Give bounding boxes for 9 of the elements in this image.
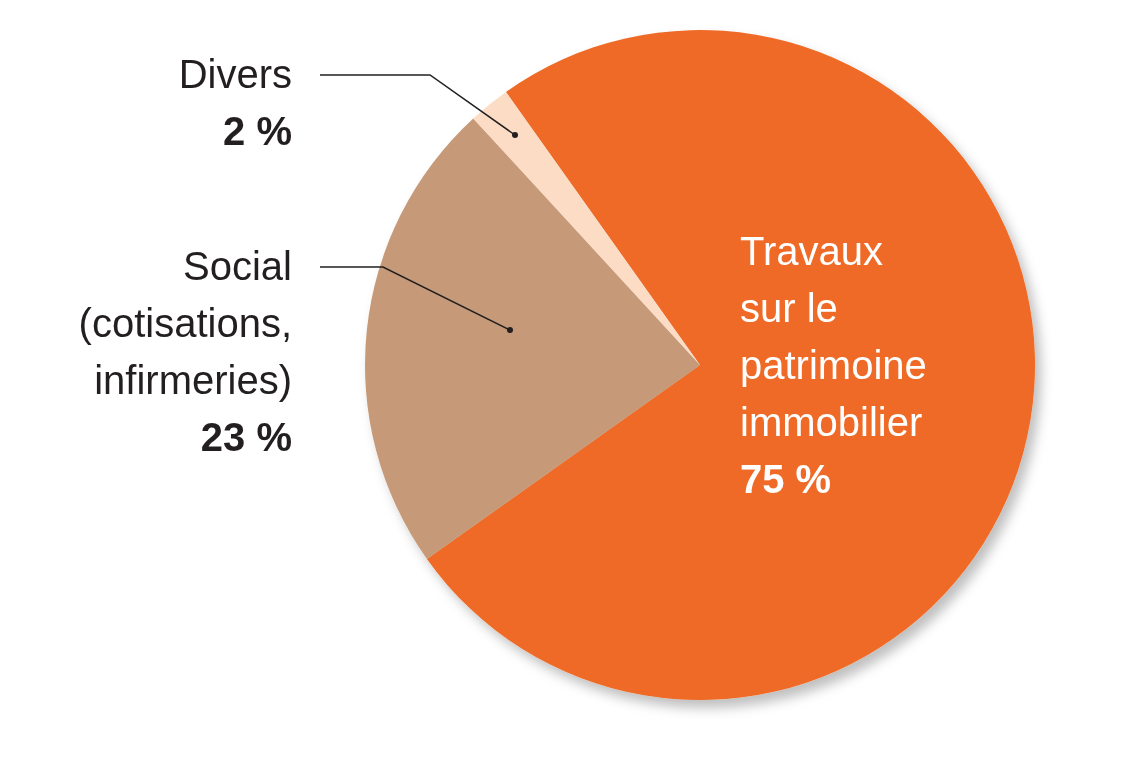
slice-label: Social (cotisations, infirmeries) [78, 244, 292, 402]
data-label: 23 % [200, 415, 292, 459]
data-label: 75 % [740, 457, 832, 501]
slice-label: Travaux sur le patrimoine immobilier [740, 229, 927, 444]
slice-label: Divers [178, 52, 292, 96]
pie-slice [365, 118, 700, 560]
pie-slice [473, 91, 700, 365]
pie-slice [426, 30, 1035, 700]
data-label: 2 % [223, 109, 292, 153]
